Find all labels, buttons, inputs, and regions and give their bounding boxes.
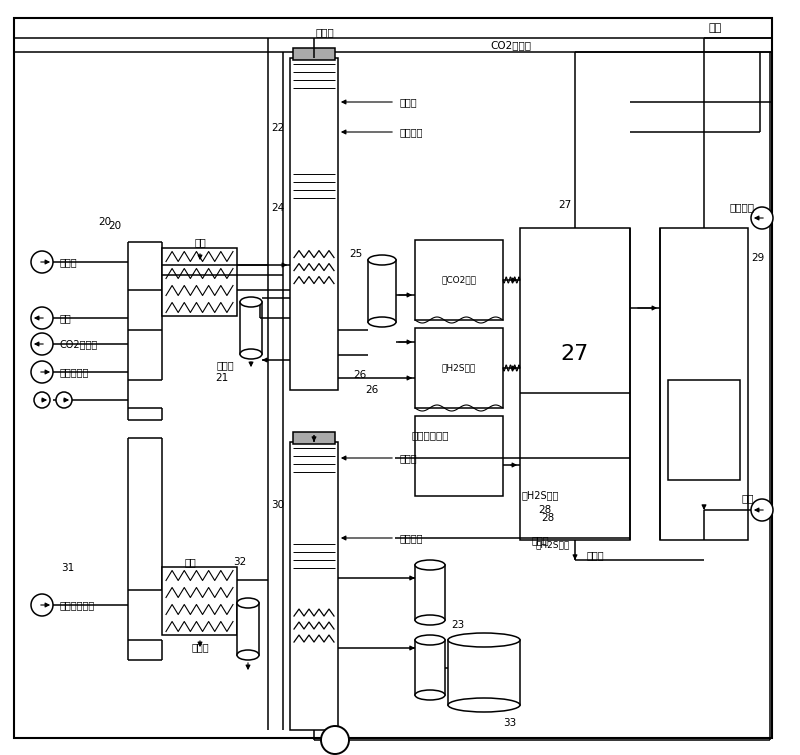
Ellipse shape [368, 317, 396, 327]
Text: 26: 26 [354, 370, 366, 380]
Text: 23: 23 [451, 620, 465, 630]
Bar [415, 640, 445, 695]
Ellipse shape [237, 650, 259, 660]
Text: 甲醇合成气: 甲醇合成气 [60, 367, 90, 377]
Bar [237, 603, 259, 655]
Text: 富H2S甲醇: 富H2S甲醇 [536, 541, 570, 550]
Text: 31: 31 [62, 563, 74, 573]
Text: 废水: 废水 [742, 493, 754, 503]
Bar [162, 248, 237, 316]
Text: 富CO2甲醇: 富CO2甲醇 [442, 276, 477, 285]
Text: 27: 27 [561, 344, 589, 364]
Circle shape [31, 307, 53, 329]
Text: 第二路合成气: 第二路合成气 [60, 600, 95, 610]
Circle shape [56, 392, 72, 408]
Text: 富H2S甲醇: 富H2S甲醇 [442, 363, 476, 372]
Ellipse shape [448, 698, 520, 712]
Text: 尾气: 尾气 [60, 313, 72, 323]
Ellipse shape [368, 255, 396, 265]
Ellipse shape [448, 633, 520, 647]
Circle shape [31, 594, 53, 616]
Circle shape [31, 333, 53, 355]
Bar [162, 567, 237, 635]
Circle shape [321, 726, 349, 754]
Text: 冷凝液: 冷凝液 [191, 642, 209, 652]
Text: 21: 21 [215, 373, 229, 383]
Ellipse shape [415, 615, 445, 625]
Ellipse shape [240, 297, 262, 307]
Ellipse shape [415, 635, 445, 645]
Text: 贫甲醇: 贫甲醇 [586, 550, 604, 560]
Bar [448, 640, 520, 705]
Text: 贫甲醇: 贫甲醇 [400, 453, 418, 463]
Text: 26: 26 [366, 385, 378, 395]
Bar [290, 442, 338, 730]
Text: 25: 25 [350, 249, 362, 259]
Ellipse shape [237, 598, 259, 608]
Text: 变换气: 变换气 [60, 257, 78, 267]
Text: CO2成品气: CO2成品气 [60, 339, 98, 349]
Bar [368, 260, 396, 322]
Text: 冷凝液: 冷凝液 [216, 360, 234, 370]
Text: 变换气: 变换气 [316, 27, 334, 37]
Circle shape [751, 499, 773, 521]
Text: CO2成品气: CO2成品气 [490, 40, 531, 50]
Ellipse shape [415, 690, 445, 700]
Ellipse shape [415, 560, 445, 570]
Text: 贫甲醇: 贫甲醇 [400, 97, 418, 107]
Circle shape [31, 251, 53, 273]
Circle shape [31, 361, 53, 383]
Text: 20: 20 [109, 221, 122, 231]
Bar [293, 48, 335, 60]
Text: 28: 28 [538, 505, 552, 515]
Bar [520, 228, 630, 540]
Text: 27: 27 [558, 200, 572, 210]
Bar [415, 240, 503, 320]
Text: 甲醇: 甲醇 [194, 237, 206, 247]
Text: 尾气: 尾气 [708, 23, 722, 33]
Bar [415, 328, 503, 408]
Text: 29: 29 [751, 253, 764, 263]
Bar [293, 432, 335, 444]
Text: 24: 24 [271, 203, 285, 213]
Text: 第二路净化气: 第二路净化气 [411, 430, 449, 440]
Circle shape [34, 392, 50, 408]
Text: 22: 22 [271, 123, 285, 133]
Text: 贫甲醇: 贫甲醇 [531, 535, 549, 545]
Bar [415, 565, 445, 620]
Text: 33: 33 [503, 718, 517, 728]
Bar [668, 380, 740, 480]
Bar [290, 58, 338, 390]
Text: 32: 32 [234, 557, 246, 567]
Text: 28: 28 [542, 513, 554, 523]
Text: 富H2S甲醇: 富H2S甲醇 [522, 490, 558, 500]
Text: 30: 30 [271, 500, 285, 510]
Text: 半贫甲醇: 半贫甲醇 [400, 127, 423, 137]
Text: 甲醇: 甲醇 [184, 557, 196, 567]
Text: 克劳斯气: 克劳斯气 [730, 202, 754, 212]
Bar [415, 416, 503, 496]
Bar [240, 302, 262, 354]
Ellipse shape [240, 349, 262, 359]
Bar [660, 228, 748, 540]
Text: 半贫甲醇: 半贫甲醇 [400, 533, 423, 543]
Circle shape [751, 207, 773, 229]
Text: 20: 20 [98, 217, 111, 227]
